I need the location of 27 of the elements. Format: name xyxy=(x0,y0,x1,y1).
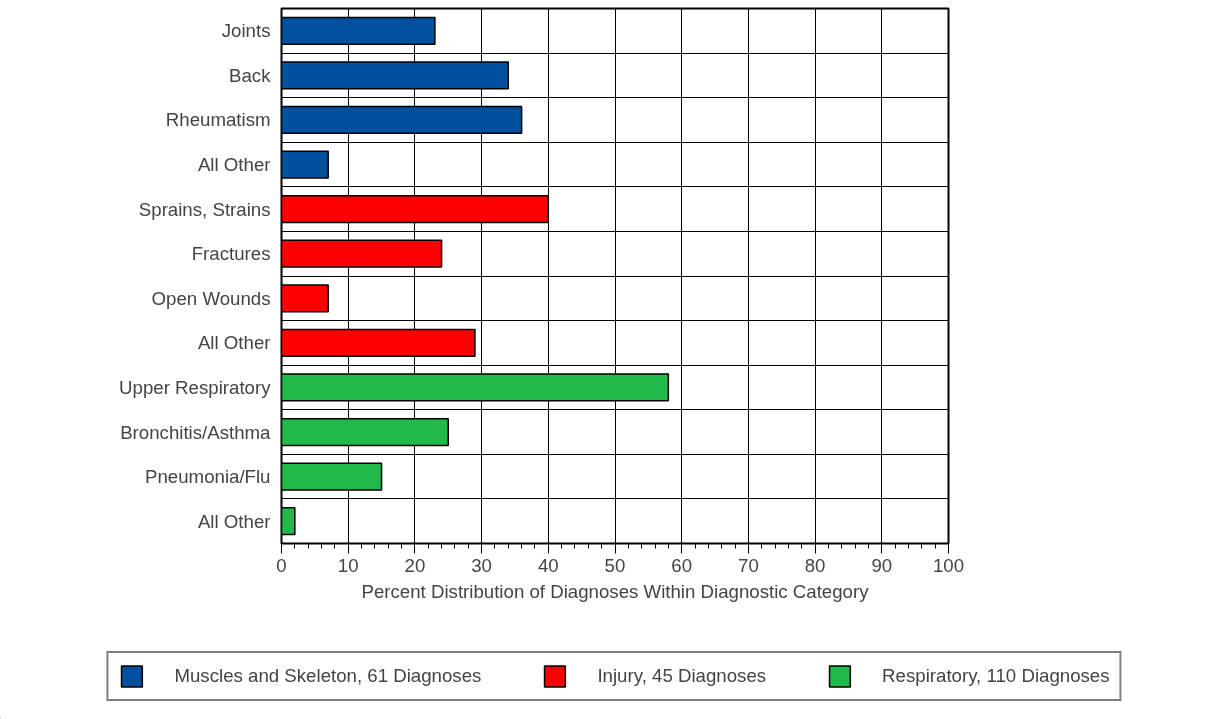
x-tick-label: 60 xyxy=(671,554,693,576)
y-tick-label: All Other xyxy=(197,154,271,176)
y-tick-label: Pneumonia/Flu xyxy=(145,466,271,488)
x-tick-label: 10 xyxy=(337,554,359,576)
y-tick-label: Joints xyxy=(221,20,271,42)
legend-label: Muscles and Skeleton, 61 Diagnoses xyxy=(174,665,482,687)
y-tick-label: Sprains, Strains xyxy=(138,198,271,220)
x-tick-label: 40 xyxy=(537,554,559,576)
y-tick-label: Upper Respiratory xyxy=(119,376,272,398)
y-tick-label: Rheumatism xyxy=(165,109,271,131)
x-tick-label: 80 xyxy=(804,554,826,576)
x-tick-label: 30 xyxy=(471,554,492,576)
x-tick-label: 90 xyxy=(871,554,893,576)
y-tick-label: Open Wounds xyxy=(151,287,271,309)
y-tick-label: Back xyxy=(229,64,272,86)
legend-label: Respiratory, 110 Diagnoses xyxy=(882,665,1110,687)
legend-label: Injury, 45 Diagnoses xyxy=(597,665,767,687)
x-tick-label: 70 xyxy=(738,554,759,576)
x-tick-label: 50 xyxy=(604,554,626,576)
x-axis-title: Percent Distribution of Diagnoses Within Diagnostic Category xyxy=(361,580,870,602)
y-tick-label: Fractures xyxy=(191,243,271,265)
y-tick-label: All Other xyxy=(197,332,271,354)
x-tick-label: 100 xyxy=(932,554,965,576)
x-tick-label: 20 xyxy=(404,554,426,576)
x-tick-label: 0 xyxy=(276,554,287,576)
y-tick-label: All Other xyxy=(197,510,271,532)
y-tick-label: Bronchitis/Asthma xyxy=(120,421,272,443)
